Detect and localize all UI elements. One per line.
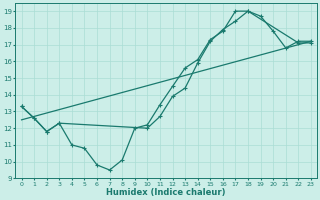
- X-axis label: Humidex (Indice chaleur): Humidex (Indice chaleur): [107, 188, 226, 197]
